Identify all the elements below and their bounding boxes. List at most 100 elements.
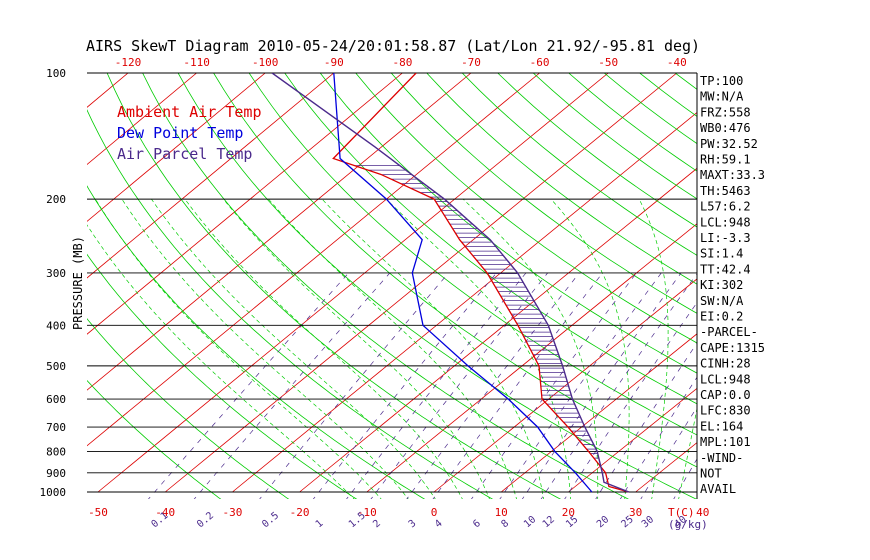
moist-adiabat — [550, 198, 630, 499]
mixing-ratio-label: 0.2 — [195, 510, 216, 530]
moist-adiabat — [321, 198, 544, 499]
mixing-ratio-line — [521, 272, 682, 499]
isotherm-line — [299, 167, 697, 493]
series-line-dew-point-temp — [333, 73, 593, 493]
dry-adiabat — [142, 73, 629, 499]
index-item: WB0:476 — [700, 121, 751, 135]
mixing-ratio-label: 12 — [541, 514, 557, 530]
dry-adiabat — [248, 73, 697, 436]
pressure-tick-label: 100 — [46, 67, 66, 80]
index-item: SI:1.4 — [700, 247, 743, 261]
isotherm-line — [433, 278, 697, 493]
isotherm-line — [87, 73, 403, 335]
temp-tick-label-top: -90 — [324, 56, 344, 69]
temp-tick-label-top: -60 — [530, 56, 550, 69]
dry-adiabat — [746, 73, 870, 501]
mixing-ratio-line — [640, 406, 697, 499]
series-line-air-parcel-temp — [271, 73, 630, 493]
mixing-ratio-line — [346, 272, 527, 499]
pressure-tick-label: 400 — [46, 319, 66, 332]
isotherm-line — [97, 73, 609, 493]
legend-entry: Ambient Air Temp — [117, 103, 262, 121]
dry-adiabat — [213, 73, 697, 468]
temp-tick-label-top: -110 — [183, 56, 210, 69]
index-item: AVAIL — [700, 482, 736, 496]
temp-tick-label-top: -50 — [598, 56, 618, 69]
index-item: LCL:948 — [700, 372, 751, 386]
index-item: LFC:830 — [700, 404, 751, 418]
mixing-ratio-label: 30 — [640, 514, 656, 530]
pressure-tick-label: 900 — [46, 467, 66, 480]
legend-entry: Air Parcel Temp — [117, 145, 252, 163]
dry-adiabat — [87, 379, 222, 499]
mixing-ratio-label: 6 — [471, 518, 483, 530]
mixing-ratio-line — [673, 458, 697, 499]
index-item: TT:42.4 — [700, 262, 751, 276]
dry-adiabat — [782, 73, 870, 501]
moist-adiabat — [121, 198, 409, 499]
cape-hatch — [354, 165, 599, 459]
isobar-lines — [87, 72, 698, 499]
dry-adiabat — [390, 73, 697, 314]
grid-lines — [87, 73, 870, 501]
moist-adiabat — [638, 198, 669, 499]
index-item: LI:-3.3 — [700, 231, 751, 245]
index-item: L57:6.2 — [700, 200, 751, 214]
dry-adiabat — [319, 73, 697, 374]
temp-unit-label: T(C) — [668, 506, 695, 519]
dry-adiabat — [461, 73, 697, 256]
isotherm-line — [232, 112, 697, 493]
temp-tick-label-top: -40 — [667, 56, 687, 69]
temp-tick-label-top: -120 — [115, 56, 142, 69]
mixing-ratio-line — [312, 272, 497, 499]
chart-title: AIRS SkewT Diagram 2010-05-24/20:01:58.8… — [86, 37, 700, 55]
mixing-ratio-label: 20 — [595, 514, 611, 530]
dry-adiabat — [853, 73, 870, 501]
mixing-ratio-line — [259, 272, 449, 499]
temp-tick-label-bottom: 30 — [629, 506, 642, 519]
index-item: MW:N/A — [700, 90, 744, 104]
moist-adiabat — [95, 198, 382, 499]
mixing-ratio-label: 3 — [407, 518, 419, 530]
isotherm-line — [500, 333, 697, 493]
isotherm-line — [770, 73, 870, 492]
moist-adiabat — [87, 224, 355, 499]
series-line-ambient-air-temp — [332, 73, 630, 493]
index-item: MAXT:33.3 — [700, 168, 765, 182]
profile-lines — [271, 73, 630, 493]
isotherm-line — [164, 73, 678, 493]
temp-tick-label-top: -80 — [392, 56, 412, 69]
index-item: CAP:0.0 — [700, 388, 751, 402]
mixing-ratio-line — [193, 272, 391, 499]
mixing-ratio-label: 1 — [314, 518, 326, 530]
mixing-ratio-line — [406, 272, 580, 499]
temp-tick-label-bottom: 10 — [495, 506, 508, 519]
index-item: EI:0.2 — [700, 310, 743, 324]
moist-adiabat — [184, 198, 463, 499]
pressure-tick-label: 700 — [46, 421, 66, 434]
dry-adiabat — [426, 73, 697, 285]
temp-tick-label-bottom: -10 — [357, 506, 377, 519]
index-item: -PARCEL- — [700, 325, 758, 339]
index-item: TH:5463 — [700, 184, 751, 198]
index-item: LCL:948 — [700, 215, 751, 229]
mixing-ratio-line — [148, 272, 349, 499]
temp-tick-label-bottom: -50 — [88, 506, 108, 519]
temp-tick-label-bottom: -20 — [290, 506, 310, 519]
index-item: KI:302 — [700, 278, 743, 292]
moist-adiabat — [151, 198, 436, 499]
index-item: TP:100 — [700, 74, 743, 88]
y-axis-label: PRESSURE (MB) — [71, 236, 85, 330]
mixing-ratio-line — [499, 272, 662, 499]
index-item: CAPE:1315 — [700, 341, 765, 355]
mixing-ratio-line — [619, 376, 697, 499]
dry-adiabat — [284, 73, 697, 405]
index-item: NOT — [700, 467, 722, 481]
mixing-unit-label: (g/kg) — [668, 518, 708, 531]
dry-adiabat — [817, 73, 870, 501]
mixing-ratio-line — [540, 273, 697, 499]
index-item: RH:59.1 — [700, 153, 751, 167]
index-item: FRZ:558 — [700, 105, 751, 119]
mixing-ratio-label: 8 — [499, 518, 511, 530]
